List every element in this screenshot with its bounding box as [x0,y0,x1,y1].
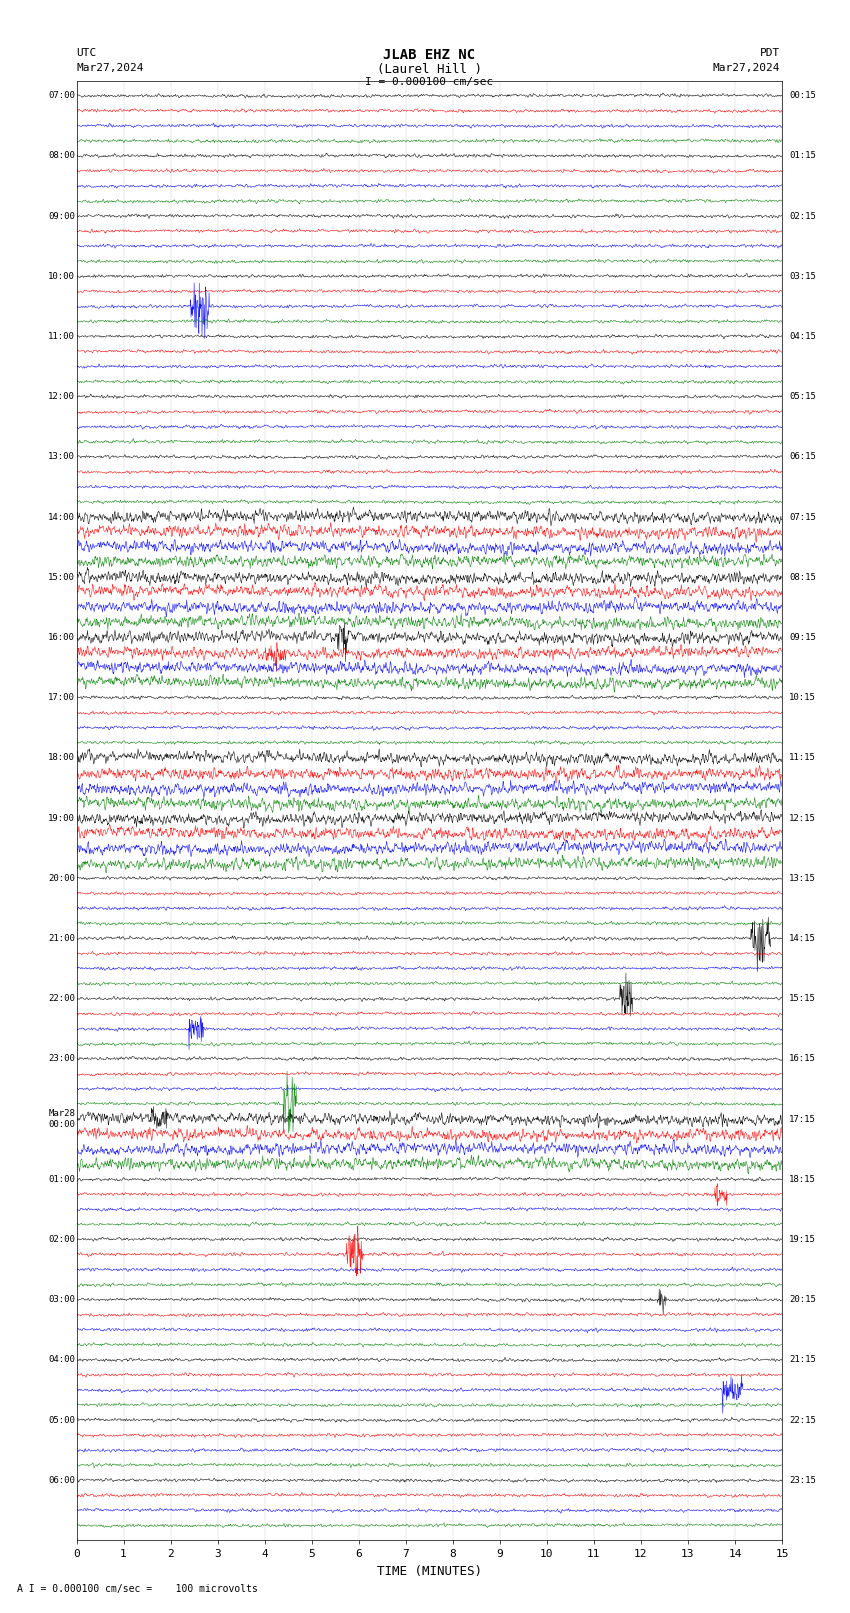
Text: JLAB EHZ NC: JLAB EHZ NC [383,48,475,63]
Text: 15:15: 15:15 [789,994,816,1003]
Text: 19:00: 19:00 [48,813,75,823]
Text: 11:00: 11:00 [48,332,75,340]
Text: (Laurel Hill ): (Laurel Hill ) [377,63,482,76]
Text: 18:00: 18:00 [48,753,75,763]
Text: 04:00: 04:00 [48,1355,75,1365]
Text: 02:15: 02:15 [789,211,816,221]
Text: 19:15: 19:15 [789,1236,816,1244]
Text: I = 0.000100 cm/sec: I = 0.000100 cm/sec [366,77,493,87]
Text: 10:15: 10:15 [789,694,816,702]
Text: 05:15: 05:15 [789,392,816,402]
Text: 21:00: 21:00 [48,934,75,944]
Text: 01:15: 01:15 [789,152,816,160]
Text: 12:15: 12:15 [789,813,816,823]
Text: 10:00: 10:00 [48,271,75,281]
Text: 20:00: 20:00 [48,874,75,882]
Text: 18:15: 18:15 [789,1174,816,1184]
Text: Mar27,2024: Mar27,2024 [713,63,780,73]
Text: 22:15: 22:15 [789,1416,816,1424]
Text: Mar28
00:00: Mar28 00:00 [48,1110,75,1129]
Text: 09:00: 09:00 [48,211,75,221]
Text: 14:00: 14:00 [48,513,75,521]
Text: PDT: PDT [760,48,780,58]
Text: UTC: UTC [76,48,97,58]
Text: 13:15: 13:15 [789,874,816,882]
Text: 07:00: 07:00 [48,92,75,100]
Text: 04:15: 04:15 [789,332,816,340]
Text: 08:15: 08:15 [789,573,816,582]
Text: 21:15: 21:15 [789,1355,816,1365]
Text: 16:00: 16:00 [48,632,75,642]
Text: 12:00: 12:00 [48,392,75,402]
Text: 17:00: 17:00 [48,694,75,702]
Text: Mar27,2024: Mar27,2024 [76,63,144,73]
Text: 23:00: 23:00 [48,1055,75,1063]
Text: 06:00: 06:00 [48,1476,75,1484]
Text: 02:00: 02:00 [48,1236,75,1244]
Text: 15:00: 15:00 [48,573,75,582]
Text: 00:15: 00:15 [789,92,816,100]
Text: 03:15: 03:15 [789,271,816,281]
Text: 08:00: 08:00 [48,152,75,160]
Text: 03:00: 03:00 [48,1295,75,1305]
Text: 05:00: 05:00 [48,1416,75,1424]
Text: 16:15: 16:15 [789,1055,816,1063]
X-axis label: TIME (MINUTES): TIME (MINUTES) [377,1565,482,1578]
Text: 07:15: 07:15 [789,513,816,521]
Text: 22:00: 22:00 [48,994,75,1003]
Text: 23:15: 23:15 [789,1476,816,1484]
Text: 14:15: 14:15 [789,934,816,944]
Text: A I = 0.000100 cm/sec =    100 microvolts: A I = 0.000100 cm/sec = 100 microvolts [17,1584,258,1594]
Text: 17:15: 17:15 [789,1115,816,1124]
Text: 13:00: 13:00 [48,452,75,461]
Text: 01:00: 01:00 [48,1174,75,1184]
Text: 20:15: 20:15 [789,1295,816,1305]
Text: 06:15: 06:15 [789,452,816,461]
Text: 11:15: 11:15 [789,753,816,763]
Text: 09:15: 09:15 [789,632,816,642]
